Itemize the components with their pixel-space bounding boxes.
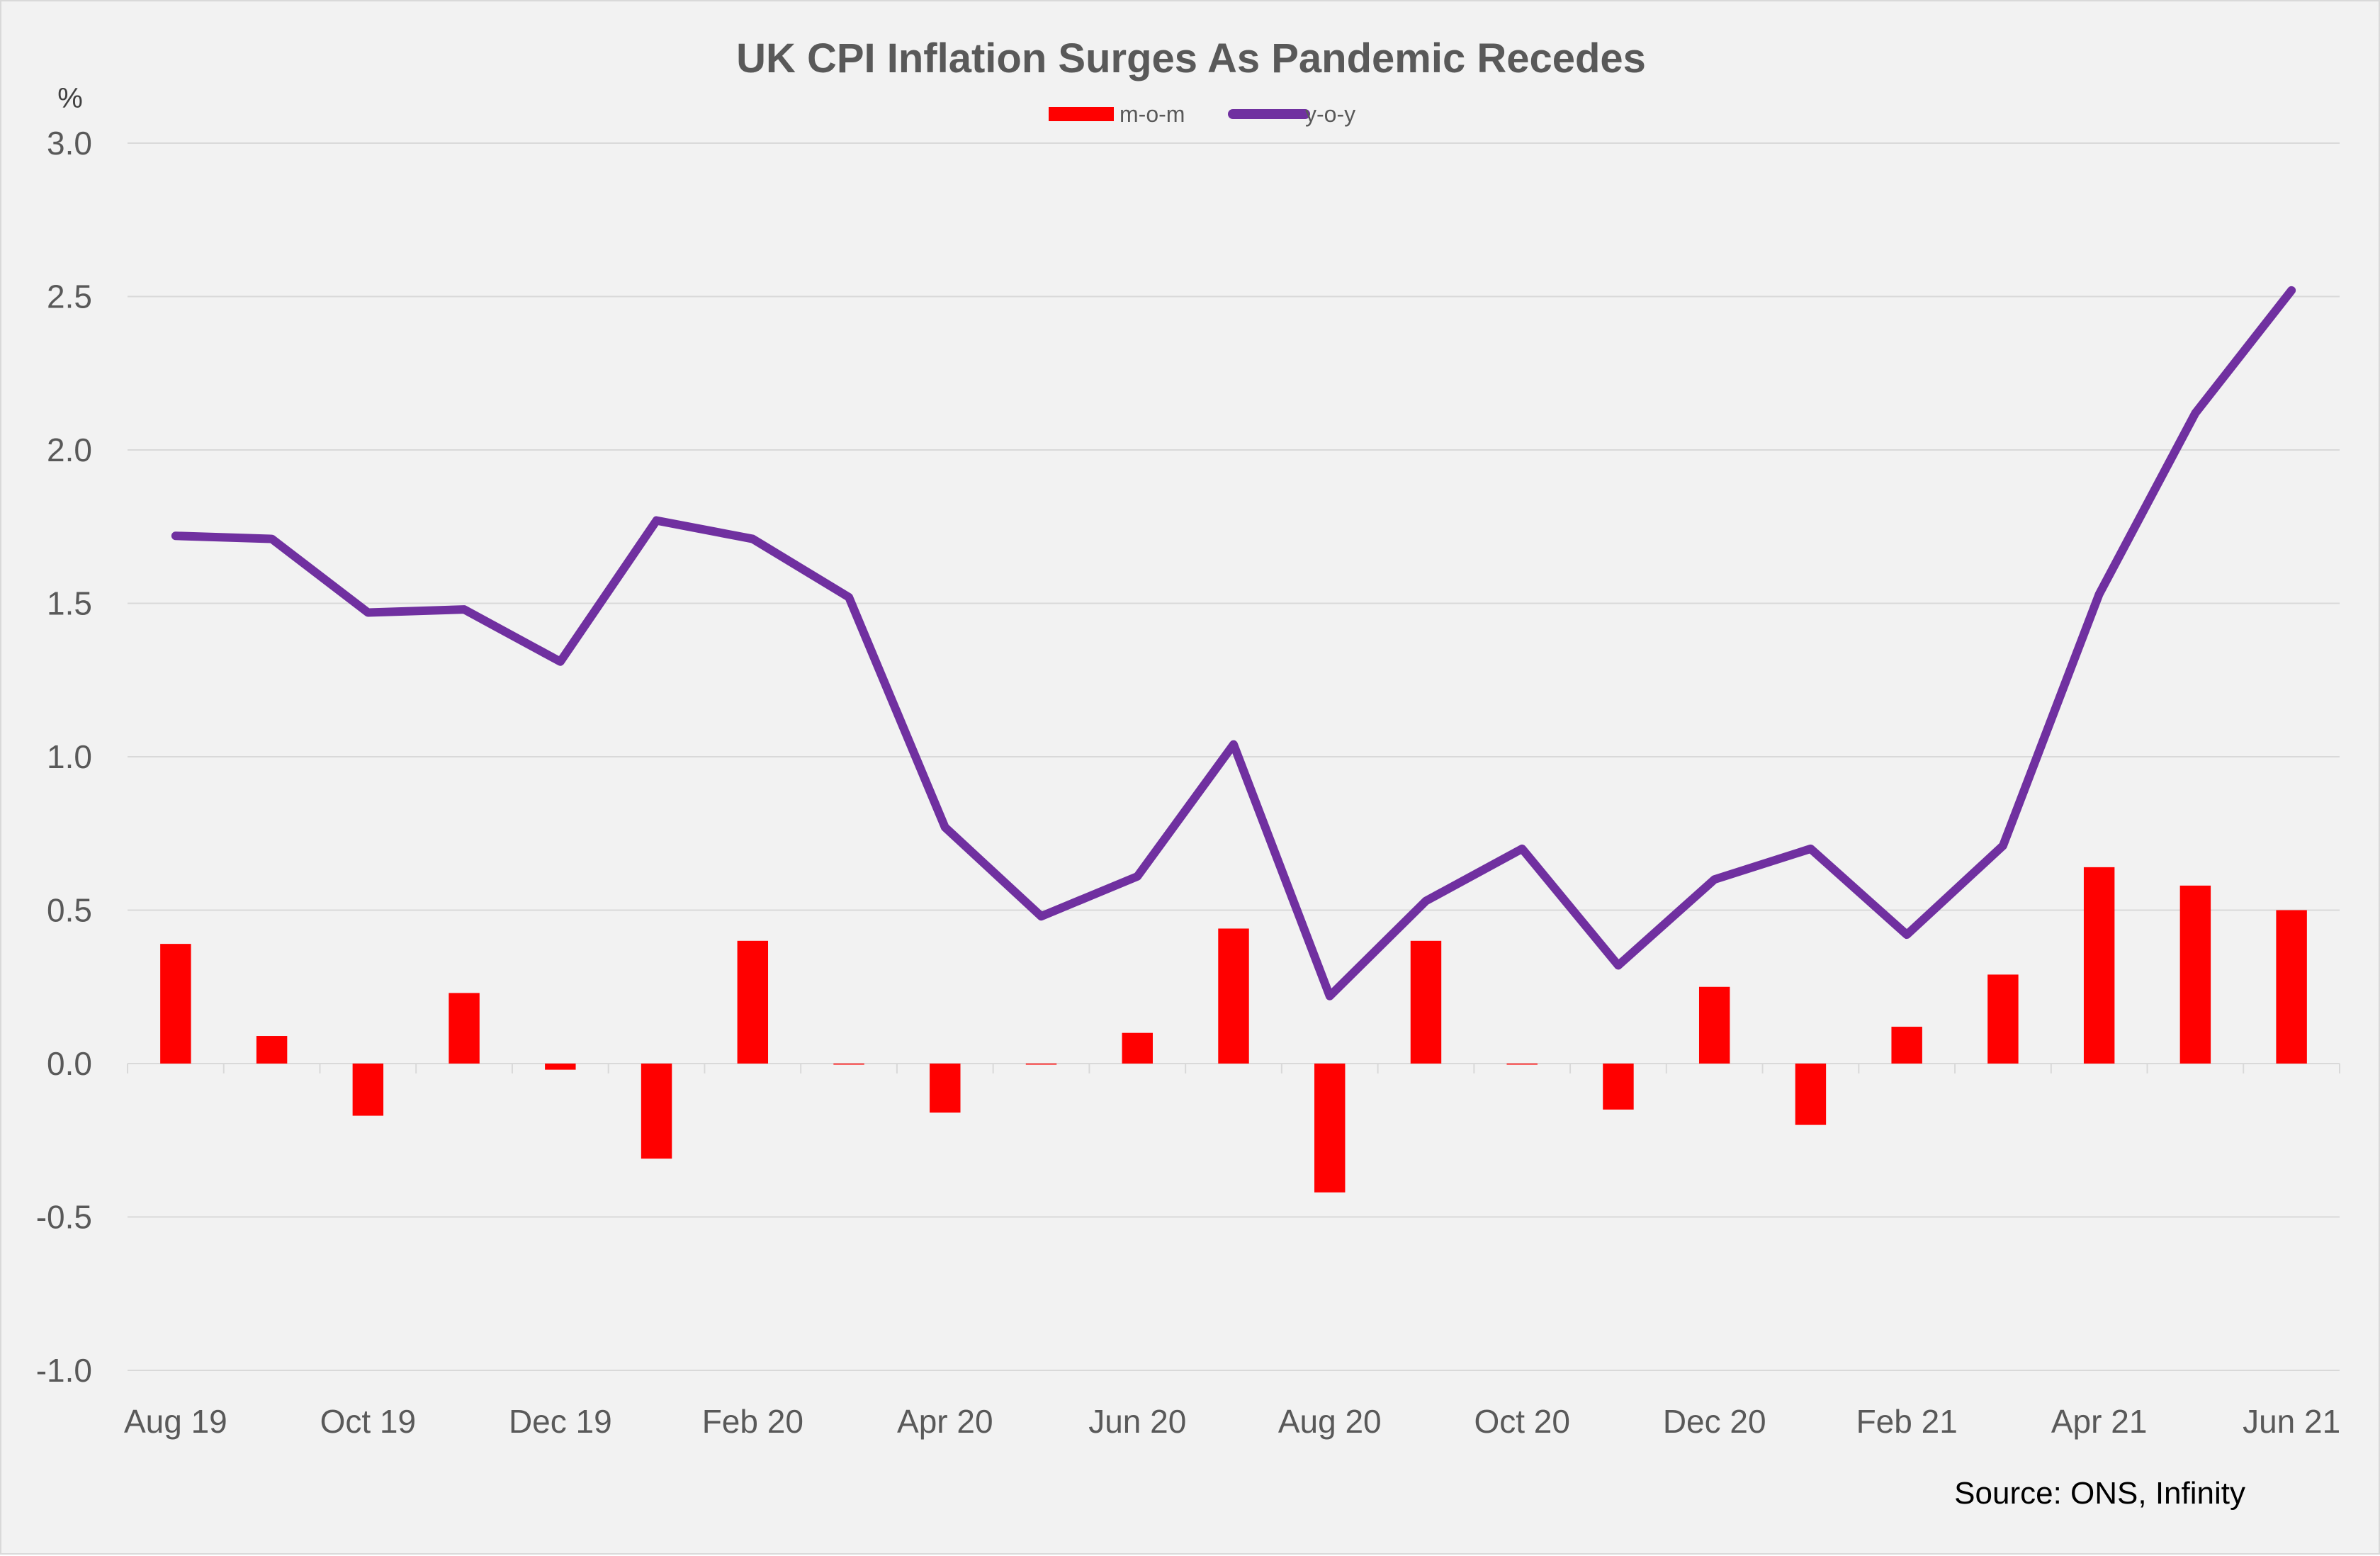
mom-bar [641,1064,672,1159]
yoy-line-group [171,286,2296,1000]
y-tick-label: 0.0 [47,1045,92,1082]
yoy-point [2001,844,2004,847]
legend: m-o-m y-o-y [1049,101,1355,127]
x-tick-label: Apr 20 [897,1403,993,1440]
yoy-point [366,611,370,614]
yoy-point [2194,412,2197,415]
gridlines [127,142,2340,1371]
yoy-point [463,608,466,611]
yoy-point [1039,915,1043,918]
x-tick-label: Dec 20 [1663,1403,1766,1440]
yoy-point [943,825,947,829]
yoy-point [655,519,658,522]
yoy-point [847,595,851,599]
chart-title: UK CPI Inflation Surges As Pandemic Rece… [736,35,1646,81]
yoy-point [1136,874,1139,878]
yoy-point [1713,878,1716,881]
mom-bar [737,940,769,1064]
x-tick-label: Oct 19 [320,1403,417,1440]
yoy-point [2290,288,2294,292]
mom-bar [1314,1064,1346,1193]
yoy-point [1521,847,1524,850]
x-axis-ticks: Aug 19 Oct 19 Dec 19 Feb 20 Apr 20 Jun 20 Aug … [124,1403,2340,1440]
mom-bar [1698,986,1730,1064]
yoy-point [270,537,273,541]
mom-bar [2083,867,2115,1064]
legend-swatch-mom [1049,107,1114,121]
x-tick-label: Aug 20 [1278,1403,1382,1440]
mom-bar [449,993,480,1064]
y-unit-label: % [57,83,83,114]
yoy-point [1809,847,1812,850]
yoy-point [1328,994,1331,998]
y-tick-label: 2.0 [47,432,92,468]
x-tick-label: Feb 20 [702,1403,803,1440]
y-tick-label: -0.5 [36,1199,92,1236]
y-tick-label: 1.5 [47,585,92,622]
mom-bar [1218,928,1249,1064]
x-tick-label: Dec 19 [509,1403,612,1440]
mom-bar [1506,1064,1538,1065]
yoy-point [1232,743,1235,746]
mom-bar [1122,1032,1153,1064]
source-note: Source: ONS, Infinity [1954,1476,2245,1511]
y-tick-label: 0.5 [47,892,92,929]
legend-label-mom: m-o-m [1119,101,1185,127]
yoy-line [171,286,2296,1000]
mom-bar [1603,1064,1634,1110]
x-tick-label: Apr 21 [2051,1403,2148,1440]
mom-bar [2179,885,2211,1064]
x-tick-label: Aug 19 [124,1403,227,1440]
y-tick-label: 2.5 [47,278,92,315]
x-tick-label: Feb 21 [1856,1403,1958,1440]
mom-bar [1987,974,2019,1064]
yoy-point [751,537,755,541]
mom-bar [930,1064,961,1113]
yoy-point [2097,592,2101,596]
y-tick-label: -1.0 [36,1352,92,1389]
mom-bar [352,1064,384,1116]
yoy-point [1616,964,1620,967]
y-tick-label: 3.0 [47,125,92,162]
mom-bar [2276,910,2307,1064]
mom-bar [1410,940,1442,1064]
legend-label-yoy: y-o-y [1305,101,1355,127]
x-tick-label: Jun 20 [1088,1403,1186,1440]
mom-bar [1025,1064,1057,1065]
y-tick-label: 1.0 [47,738,92,775]
yoy-point [1905,933,1909,937]
mom-bar [833,1064,864,1065]
mom-bar [256,1036,288,1064]
yoy-point [558,660,562,663]
yoy-point [174,534,177,538]
x-tick-label: Jun 21 [2243,1403,2340,1440]
mom-bar [1795,1064,1827,1125]
yoy-point [1424,899,1428,903]
mom-bars [160,867,2307,1193]
y-axis-ticks: 3.0 2.5 2.0 1.5 1.0 0.5 0.0 -0.5 -1.0 [36,125,92,1389]
mom-bar [160,944,191,1064]
x-tick-label: Oct 20 [1474,1403,1570,1440]
mom-bar [545,1064,576,1070]
mom-bar [1891,1027,1922,1064]
